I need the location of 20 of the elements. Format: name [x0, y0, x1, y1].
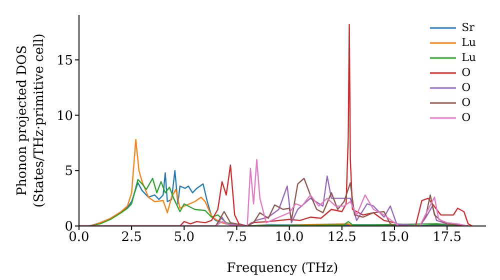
x-tick-label: 7.5	[226, 230, 248, 246]
legend-label: Lu	[462, 50, 476, 65]
x-axis-title: Frequency (THz)	[226, 261, 338, 276]
legend-label: O	[462, 80, 471, 95]
x-tick-label: 17.5	[432, 230, 462, 246]
legend-label: O	[462, 95, 471, 110]
legend-label: Lu	[462, 35, 476, 50]
x-tick-label: 12.5	[327, 230, 356, 246]
legend-label: Sr	[462, 20, 474, 35]
y-axis-title: Phonon projected DOS (States/THz·primitive cell)	[15, 33, 47, 208]
y-tick-label: 15	[56, 53, 73, 68]
x-tick-label: 0.0	[68, 230, 90, 246]
y-tick-label: 10	[56, 108, 73, 124]
x-tick-label: 10.0	[274, 230, 304, 246]
x-tick-label: 15.0	[380, 230, 409, 246]
legend-label: O	[462, 110, 471, 125]
legend-label: O	[462, 65, 471, 80]
x-tick-label: 2.5	[121, 230, 142, 246]
y-tick-label: 5	[64, 164, 73, 180]
x-tick-label: 5.0	[174, 230, 195, 246]
